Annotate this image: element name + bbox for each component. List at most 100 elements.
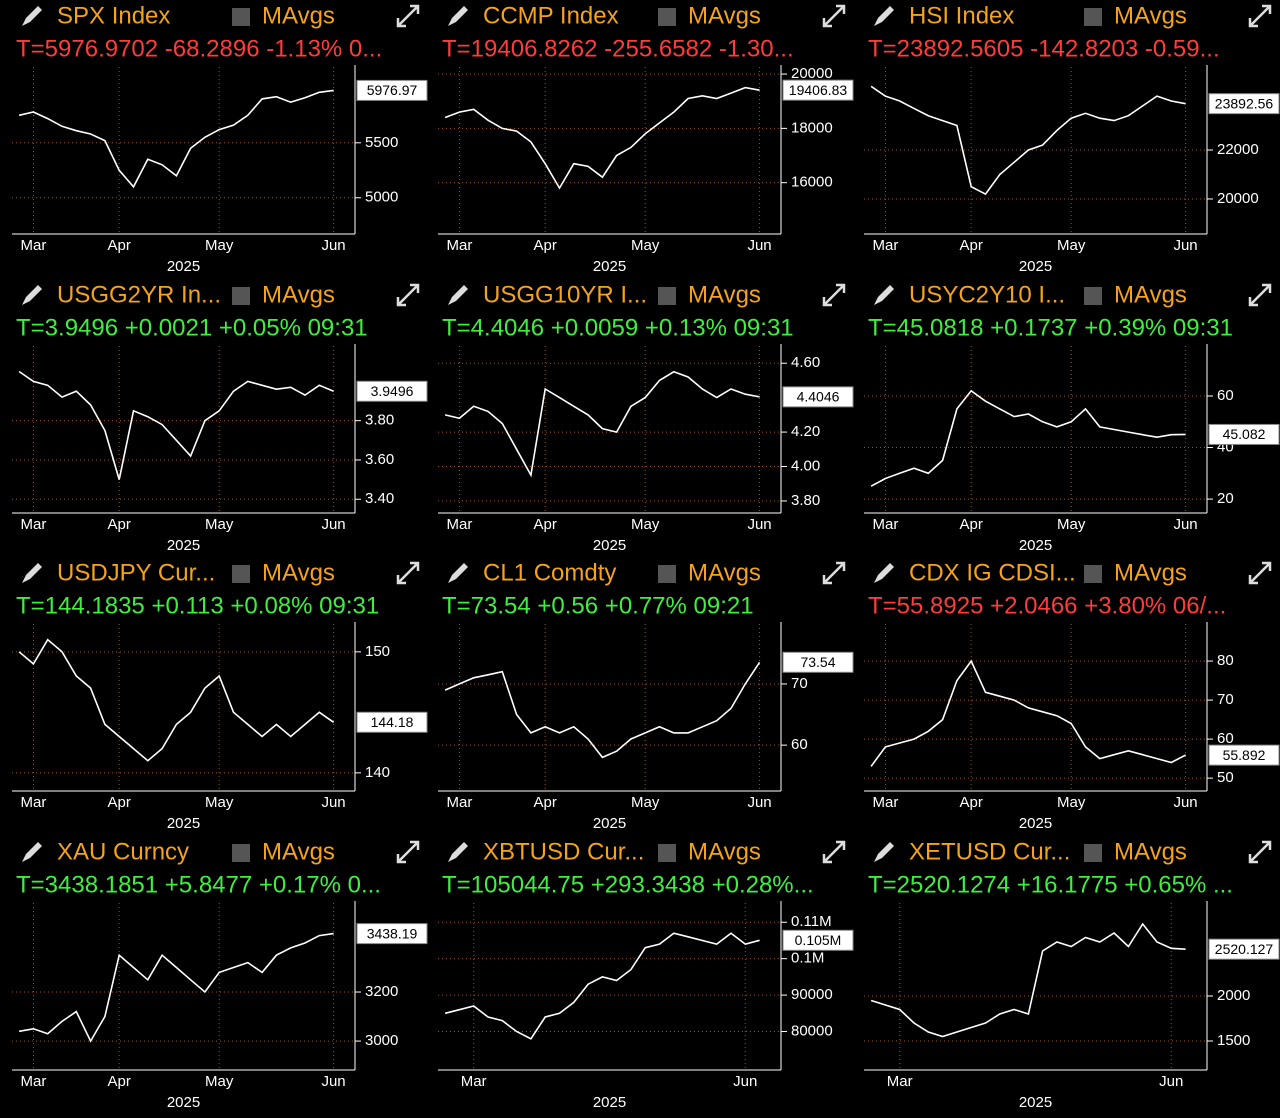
quote-line: T=19406.8262 -255.6582 -1.30...	[442, 35, 794, 62]
last-value-box	[1208, 423, 1280, 445]
y-tick-label: 4.00	[791, 457, 820, 474]
x-axis-label: 2025	[167, 537, 200, 554]
x-axis-label: 2025	[167, 1094, 200, 1111]
x-axis-label: 2025	[167, 815, 200, 832]
expand-icon[interactable]	[822, 283, 846, 307]
expand-icon[interactable]	[396, 283, 420, 307]
edit-icon[interactable]	[448, 563, 468, 583]
chart-title: HSI Index	[909, 2, 1014, 29]
edit-icon[interactable]	[448, 6, 468, 26]
study-toggle[interactable]	[232, 844, 250, 862]
y-tick-label: 2000	[1217, 987, 1250, 1004]
x-axis-label: 2025	[593, 537, 626, 554]
study-label: MAvgs	[262, 559, 335, 586]
expand-icon[interactable]	[396, 4, 420, 28]
chart-panel: USGG2YR In... MAvgs T=3.9496 +0.0021 +0.05…	[12, 281, 428, 554]
study-toggle[interactable]	[658, 565, 676, 583]
edit-icon[interactable]	[874, 6, 894, 26]
study-toggle[interactable]	[658, 844, 676, 862]
x-tick-label: Mar	[461, 1073, 487, 1090]
study-toggle[interactable]	[232, 287, 250, 305]
chart-title: CDX IG CDSI...	[909, 559, 1076, 586]
x-axis-label: 2025	[167, 258, 200, 275]
price-line	[870, 659, 1186, 767]
chart-title: USGG2YR In...	[57, 281, 221, 308]
y-tick-label: 150	[365, 643, 390, 660]
chart-panel: XBTUSD Cur... MAvgs T=105044.75 +293.3438 …	[438, 838, 854, 1111]
expand-icon[interactable]	[1248, 840, 1272, 864]
last-value-box	[782, 386, 854, 408]
expand-icon[interactable]	[396, 561, 420, 585]
edit-icon[interactable]	[874, 842, 894, 862]
x-tick-label: Jun	[321, 794, 345, 811]
x-tick-label: May	[1057, 794, 1086, 811]
y-tick-label: 60	[1217, 730, 1234, 747]
x-tick-label: May	[631, 794, 660, 811]
x-tick-label: Jun	[747, 516, 771, 533]
last-value-label: 73.54	[800, 654, 835, 670]
edit-icon[interactable]	[22, 842, 42, 862]
y-tick-label: 4.20	[791, 423, 820, 440]
chart-panel: CCMP Index MAvgs T=19406.8262 -255.6582 -1…	[438, 2, 854, 275]
price-line	[870, 85, 1186, 196]
chart-panel: CL1 Comdty MAvgs T=73.54 +0.56 +0.77% 09:2…	[438, 559, 854, 832]
expand-icon[interactable]	[822, 4, 846, 28]
x-tick-label: Jun	[1173, 794, 1197, 811]
edit-icon[interactable]	[448, 842, 468, 862]
study-label: MAvgs	[262, 281, 335, 308]
x-tick-label: Jun	[747, 794, 771, 811]
study-toggle[interactable]	[1084, 565, 1102, 583]
edit-icon[interactable]	[22, 6, 42, 26]
study-label: MAvgs	[262, 838, 335, 865]
expand-icon[interactable]	[1248, 4, 1272, 28]
x-tick-label: Apr	[960, 237, 983, 254]
study-toggle[interactable]	[1084, 8, 1102, 26]
chart-title: XAU Curncy	[57, 838, 189, 865]
y-tick-label: 4.60	[791, 354, 820, 371]
chart-panel: USYC2Y10 I... MAvgs T=45.0818 +0.1737 +0.3…	[864, 281, 1280, 554]
edit-icon[interactable]	[874, 285, 894, 305]
x-tick-label: Mar	[873, 794, 899, 811]
y-tick-label: 1500	[1217, 1032, 1250, 1049]
y-tick-label: 18000	[791, 119, 833, 136]
x-tick-label: Mar	[21, 794, 47, 811]
last-value-box	[356, 711, 428, 733]
study-toggle[interactable]	[658, 8, 676, 26]
expand-icon[interactable]	[822, 840, 846, 864]
quote-line: T=3.9496 +0.0021 +0.05% 09:31	[16, 314, 368, 341]
x-tick-label: Jun	[747, 237, 771, 254]
study-toggle[interactable]	[1084, 287, 1102, 305]
y-tick-label: 20000	[791, 65, 833, 82]
edit-icon[interactable]	[22, 285, 42, 305]
y-tick-label: 70	[791, 675, 808, 692]
expand-icon[interactable]	[1248, 561, 1272, 585]
y-tick-label: 80000	[791, 1022, 833, 1039]
last-value-label: 3438.19	[367, 925, 418, 941]
study-label: MAvgs	[688, 2, 761, 29]
y-tick-label: 60	[1217, 387, 1234, 404]
study-toggle[interactable]	[232, 8, 250, 26]
y-tick-label: 140	[365, 764, 390, 781]
price-line	[18, 370, 334, 480]
x-axis-label: 2025	[1019, 815, 1052, 832]
x-tick-label: Apr	[108, 1073, 131, 1090]
study-toggle[interactable]	[1084, 844, 1102, 862]
chart-title: XETUSD Cur...	[909, 838, 1070, 865]
y-tick-label: 3200	[365, 983, 398, 1000]
expand-icon[interactable]	[822, 561, 846, 585]
edit-icon[interactable]	[448, 285, 468, 305]
quote-line: T=4.4046 +0.0059 +0.13% 09:31	[442, 314, 794, 341]
study-toggle[interactable]	[658, 287, 676, 305]
expand-icon[interactable]	[1248, 283, 1272, 307]
edit-icon[interactable]	[874, 563, 894, 583]
last-value-box	[782, 79, 854, 101]
expand-icon[interactable]	[396, 840, 420, 864]
y-tick-label: 0.1M	[791, 950, 824, 967]
study-toggle[interactable]	[232, 565, 250, 583]
last-value-box	[356, 380, 428, 402]
last-value-label: 2520.127	[1215, 941, 1274, 957]
edit-icon[interactable]	[22, 563, 42, 583]
chart-title: XBTUSD Cur...	[483, 838, 644, 865]
